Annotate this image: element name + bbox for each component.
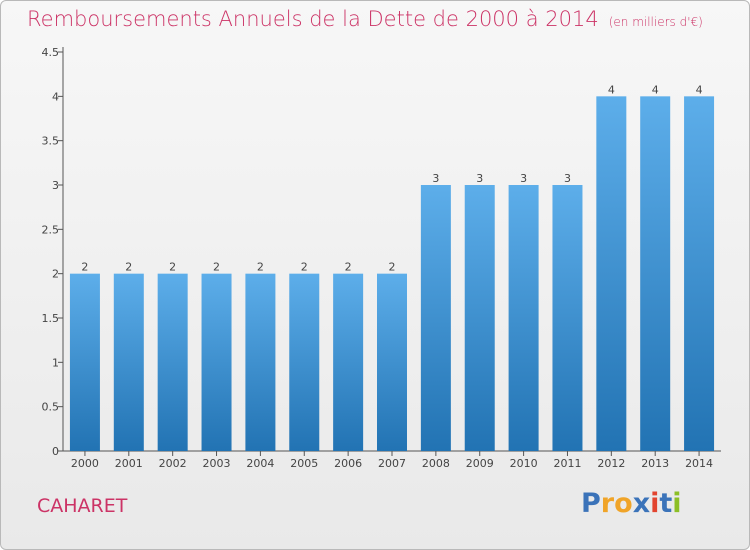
bar-value-label: 2 — [169, 261, 176, 274]
bar — [289, 273, 320, 451]
x-tick-label: 2002 — [159, 457, 187, 470]
bar — [508, 185, 539, 451]
x-tick-label: 2010 — [510, 457, 538, 470]
bar-value-label: 4 — [696, 83, 703, 96]
commune-name: CAHARET — [37, 495, 128, 517]
logo-letter: i — [672, 488, 682, 519]
bar — [464, 185, 495, 451]
bar-value-label: 3 — [476, 172, 483, 185]
bar — [157, 273, 188, 451]
x-tick-label: 2001 — [115, 457, 143, 470]
bar-value-label: 2 — [257, 261, 264, 274]
y-tick-label: 0 — [52, 445, 59, 458]
x-tick-label: 2011 — [553, 457, 581, 470]
bar — [69, 273, 100, 451]
bar — [201, 273, 232, 451]
bar — [596, 96, 627, 451]
y-tick-label: 3.5 — [42, 135, 60, 148]
bar — [333, 273, 364, 451]
logo-letter: P — [581, 488, 601, 519]
bar-value-label: 3 — [520, 172, 527, 185]
bar — [377, 273, 407, 451]
y-tick-label: 1.5 — [42, 312, 60, 325]
logo-letter: t — [659, 488, 673, 519]
bar-value-label: 3 — [564, 172, 571, 185]
logo-letter: x — [632, 488, 651, 519]
bar-value-label: 2 — [301, 261, 308, 274]
bar — [420, 185, 451, 451]
bar — [640, 96, 671, 451]
bar-value-label: 3 — [432, 172, 439, 185]
bar-value-label: 2 — [213, 261, 220, 274]
x-tick-label: 2003 — [203, 457, 231, 470]
x-tick-label: 2000 — [71, 457, 99, 470]
x-tick-label: 2013 — [641, 457, 669, 470]
bar — [684, 96, 715, 451]
x-tick-label: 2008 — [422, 457, 450, 470]
chart-title: Remboursements Annuels de la Dette de 20… — [27, 7, 703, 31]
logo-letter: i — [650, 488, 660, 519]
chart-unit: (en milliers d'€) — [608, 15, 703, 29]
bar-value-label: 2 — [125, 261, 132, 274]
x-tick-label: 2007 — [378, 457, 406, 470]
y-tick-label: 1 — [52, 356, 59, 369]
y-tick-label: 4 — [52, 90, 59, 103]
x-tick-label: 2012 — [597, 457, 625, 470]
y-tick-label: 2 — [52, 268, 59, 281]
bar-value-label: 2 — [81, 261, 88, 274]
x-tick-label: 2004 — [246, 457, 274, 470]
y-tick-label: 0.5 — [42, 401, 60, 414]
x-tick-label: 2006 — [334, 457, 362, 470]
bar-value-label: 4 — [652, 83, 659, 96]
bar — [113, 273, 144, 451]
chart-title-text: Remboursements Annuels de la Dette de 20… — [27, 7, 599, 31]
bar-value-label: 2 — [345, 261, 352, 274]
proxiti-logo[interactable]: Proxiti — [581, 488, 682, 519]
bar — [552, 185, 583, 451]
y-tick-label: 4.5 — [42, 46, 60, 59]
bar-value-label: 2 — [389, 261, 396, 274]
y-tick-label: 2.5 — [42, 223, 60, 236]
logo-letter: o — [614, 488, 633, 519]
x-tick-label: 2014 — [685, 457, 713, 470]
y-tick-label: 3 — [52, 179, 59, 192]
bar-value-label: 4 — [608, 83, 615, 96]
x-tick-label: 2009 — [466, 457, 494, 470]
logo-letter: r — [600, 488, 615, 519]
x-tick-label: 2005 — [290, 457, 318, 470]
bar — [245, 273, 276, 451]
